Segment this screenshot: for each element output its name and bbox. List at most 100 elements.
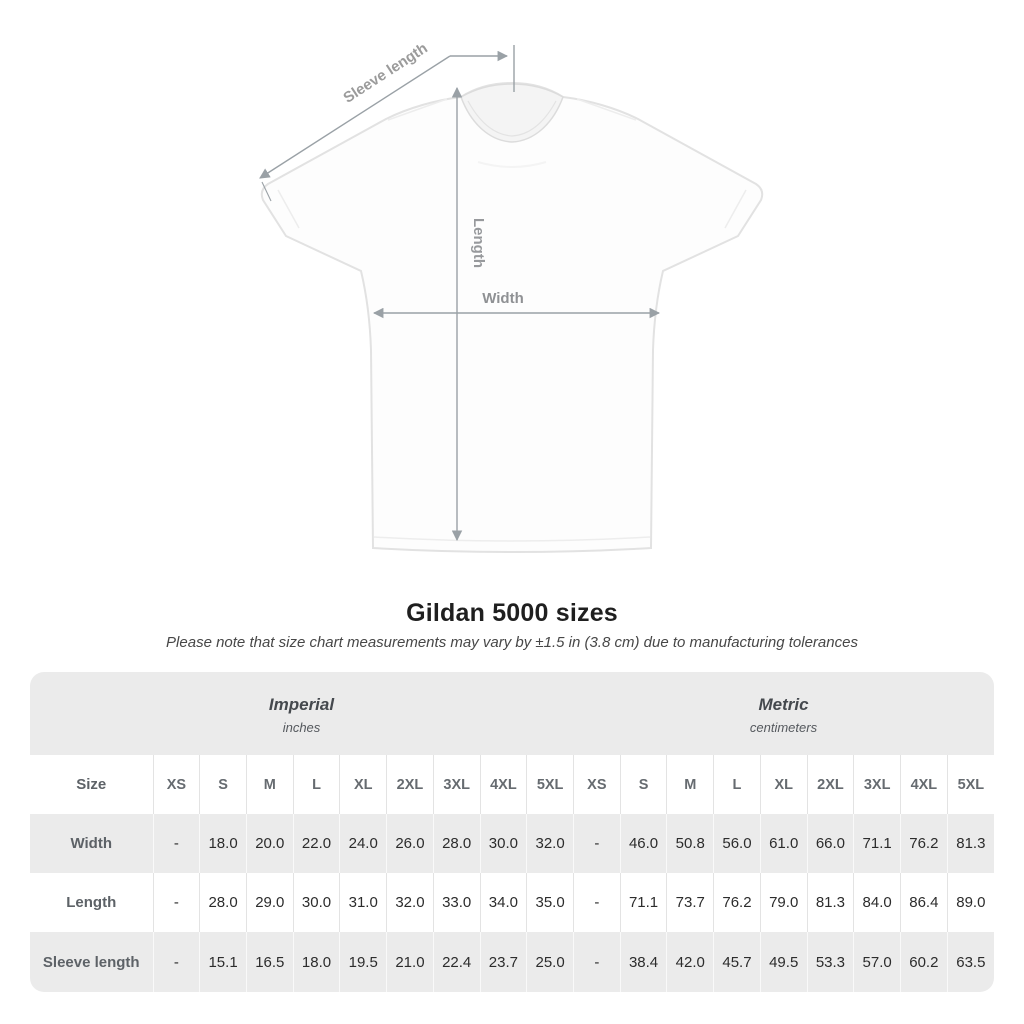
value-cell: 56.0 [713,814,761,873]
value-cell: - [152,932,200,992]
value-cell: 18.0 [199,814,247,873]
imperial-unit: inches [282,720,321,735]
size-col-header: L [292,755,340,814]
value-cell: 19.5 [339,932,387,992]
left-sleeve-hem [277,189,300,229]
value-cell: 26.0 [386,814,434,873]
bottom-hem-seam [373,536,651,542]
value-cell: - [152,814,200,873]
value-cell: 45.7 [713,932,761,992]
table-row-width: Width - 18.0 20.0 22.0 24.0 26.0 28.0 30… [30,814,994,873]
value-cell: 22.0 [292,814,340,873]
size-col-header: M [666,755,714,814]
value-cell: 86.4 [900,873,948,932]
value-cell: 28.0 [199,873,247,932]
unit-header-band: Imperial inches Metric centimeters [30,672,994,755]
tshirt-measurement-diagram: Sleeve length Length Width [259,40,764,553]
value-cell: 46.0 [619,814,667,873]
size-chart-table: Size XS S M L XL 2XL 3XL 4XL 5XL XS S M … [30,755,994,992]
value-cell: 76.2 [713,873,761,932]
chest-fold [477,161,547,168]
row-label: Sleeve length [42,953,140,971]
value-cell: 71.1 [619,873,667,932]
sleeve-arrow-extension [261,181,272,202]
value-cell: 15.1 [199,932,247,992]
size-col-header: L [713,755,761,814]
table-row-length: Length - 28.0 29.0 30.0 31.0 32.0 33.0 3… [30,873,994,932]
metric-unit: centimeters [749,720,818,735]
value-cell: 34.0 [479,873,527,932]
tshirt-body [260,81,764,553]
value-cell: 16.5 [245,932,294,992]
collar-band-seam [467,100,557,137]
value-cell: 21.0 [386,932,434,992]
value-cell: 61.0 [759,814,808,873]
value-cell: 71.1 [853,814,901,873]
size-col-header: XS [152,755,200,814]
value-cell: - [572,814,621,873]
value-cell: 60.2 [900,932,948,992]
size-col-header: XS [572,755,621,814]
value-cell: 25.0 [526,932,574,992]
size-col-header: S [619,755,667,814]
size-col-header: 3XL [432,755,481,814]
value-cell: 30.0 [479,814,527,873]
value-cell: 18.0 [292,932,340,992]
value-cell: 49.5 [759,932,808,992]
size-column-header: Size [76,776,107,793]
size-col-header: 3XL [853,755,901,814]
size-header-row: Size XS S M L XL 2XL 3XL 4XL 5XL XS S M … [30,755,994,814]
size-chart: Imperial inches Metric centimeters Size … [30,672,994,992]
imperial-header: Imperial inches [30,672,573,755]
value-cell: 57.0 [853,932,901,992]
value-cell: 32.0 [386,873,434,932]
size-col-header: 2XL [386,755,434,814]
value-cell: 84.0 [853,873,901,932]
value-cell: 23.7 [479,932,527,992]
imperial-label: Imperial [268,695,335,714]
length-label: Length [470,218,487,268]
value-cell: 73.7 [666,873,714,932]
value-cell: 31.0 [339,873,387,932]
size-col-header: 2XL [806,755,854,814]
value-cell: 22.4 [432,932,481,992]
table-row-sleeve-length: Sleeve length - 15.1 16.5 18.0 19.5 21.0… [30,932,994,992]
size-col-header: S [199,755,247,814]
metric-header: Metric centimeters [573,672,994,755]
size-col-header: XL [339,755,387,814]
value-cell: 81.3 [806,873,854,932]
size-col-header: 4XL [479,755,527,814]
size-col-header: 4XL [900,755,948,814]
value-cell: 20.0 [245,814,294,873]
row-label: Width [70,835,112,852]
collar-opening [460,83,564,143]
value-cell: 33.0 [432,873,481,932]
value-cell: - [572,873,621,932]
value-cell: 35.0 [526,873,574,932]
left-shoulder-seam [387,98,448,121]
value-cell: 32.0 [526,814,574,873]
page-title: Gildan 5000 sizes [406,599,618,627]
right-sleeve-hem [724,189,747,229]
value-cell: 24.0 [339,814,387,873]
value-cell: 29.0 [245,873,294,932]
tolerance-note: Please note that size chart measurements… [166,634,858,651]
value-cell: 79.0 [759,873,808,932]
value-cell: 30.0 [292,873,340,932]
metric-label: Metric [758,695,809,714]
value-cell: 66.0 [806,814,854,873]
value-cell: 38.4 [619,932,667,992]
size-col-header: M [245,755,294,814]
value-cell: 81.3 [946,814,994,873]
value-cell: 53.3 [806,932,854,992]
value-cell: 63.5 [946,932,994,992]
value-cell: 89.0 [946,873,994,932]
size-col-header: XL [759,755,808,814]
value-cell: 28.0 [432,814,481,873]
right-shoulder-seam [576,98,637,121]
value-cell: - [152,873,200,932]
width-label: Width [482,290,524,307]
size-col-header: 5XL [946,755,994,814]
value-cell: 42.0 [666,932,714,992]
sleeve-length-arrow [259,55,451,179]
